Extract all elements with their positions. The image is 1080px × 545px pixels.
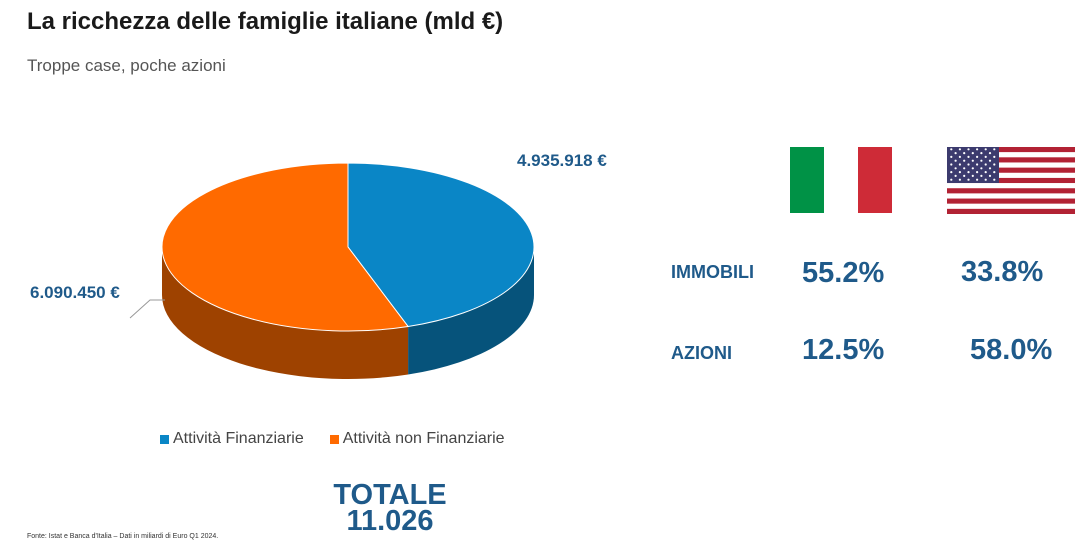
immobili-usa-value: 33.8% xyxy=(961,256,1044,288)
usa-flag-star xyxy=(958,171,961,174)
usa-flag-stripe xyxy=(947,177,1075,184)
usa-flag-star xyxy=(984,148,987,151)
usa-flag-star xyxy=(950,148,953,151)
legend-item-non-finanziarie: Attività non Finanziarie xyxy=(329,430,505,448)
legend-swatch-finanziarie xyxy=(160,434,169,444)
usa-flag-star xyxy=(950,171,953,174)
usa-flag-star xyxy=(976,171,979,174)
usa-flag-star xyxy=(954,167,957,170)
usa-flag-star xyxy=(980,174,983,177)
page-subtitle: Troppe case, poche azioni xyxy=(27,56,226,75)
usa-flag-stripe xyxy=(947,157,1075,163)
usa-flag-stripe xyxy=(947,172,1075,179)
usa-flag-star xyxy=(950,163,953,166)
total-box: TOTALE 11.026 xyxy=(290,479,490,537)
azioni-usa-value: 58.0% xyxy=(970,334,1053,366)
usa-flag-star xyxy=(993,178,996,181)
usa-flag-stripe xyxy=(947,183,1075,189)
page-title: La ricchezza delle famiglie italiane (ml… xyxy=(27,8,504,35)
pie-slice-attivita-finanziarie xyxy=(347,162,535,328)
usa-flag-star xyxy=(980,167,983,170)
usa-flag-star xyxy=(984,178,987,181)
usa-flag-star xyxy=(971,159,974,162)
usa-flag-star xyxy=(993,163,996,166)
usa-flag-stripe xyxy=(947,147,1075,153)
usa-flag-star xyxy=(976,155,979,158)
usa-flag-star xyxy=(967,148,970,151)
usa-flag-star xyxy=(980,152,983,155)
usa-flag-star xyxy=(950,178,953,181)
usa-flag-star xyxy=(988,167,992,170)
total-value: 11.026 xyxy=(346,505,434,537)
usa-flag-star xyxy=(988,174,992,177)
usa-flag-star xyxy=(984,171,987,174)
azioni-italy-value: 12.5% xyxy=(802,334,885,366)
italy-flag-icon xyxy=(790,147,892,213)
legend-swatch-non-finanziarie xyxy=(329,434,339,444)
leader-line-non-finanziarie xyxy=(129,299,165,319)
chart-legend: Attività Finanziarie Attività non Finanz… xyxy=(160,430,505,448)
usa-flag-stripe xyxy=(947,193,1075,199)
immobili-italy-value: 55.2% xyxy=(802,257,885,289)
usa-flag-star xyxy=(950,155,953,158)
usa-flag-star xyxy=(967,171,970,174)
usa-flag-stripe xyxy=(947,208,1075,214)
usa-flag-stripe xyxy=(947,188,1075,194)
usa-flag-star xyxy=(976,163,979,166)
usa-flag-star xyxy=(993,155,996,158)
usa-flag-star xyxy=(976,148,979,151)
usa-flag-star xyxy=(967,163,970,166)
usa-flag-star xyxy=(967,155,970,158)
total-label: TOTALE xyxy=(333,479,447,511)
usa-flag-star xyxy=(988,159,992,162)
usa-flag-star xyxy=(984,163,987,166)
usa-flag-stripe xyxy=(947,167,1075,173)
usa-flag-star xyxy=(976,178,979,181)
pie-slice-attivita-non-finanziarie xyxy=(161,162,409,332)
usa-flag-star xyxy=(993,171,996,174)
source-note: Fonte: Istat e Banca d'Italia – Dati in … xyxy=(27,533,219,540)
usa-flag-stripe xyxy=(947,162,1075,168)
usa-flag-star xyxy=(954,174,957,177)
usa-flag-star xyxy=(963,152,966,155)
usa-flag-star xyxy=(967,178,970,181)
usa-flag-icon xyxy=(947,147,1075,214)
usa-flag-star xyxy=(958,155,961,158)
pie-side-attivita-non-finanziarie-0 xyxy=(162,247,409,379)
usa-flag-star xyxy=(963,174,966,177)
usa-flag-star xyxy=(963,159,966,162)
row-label-azioni: AZIONI xyxy=(671,343,732,363)
usa-flag-star xyxy=(980,159,983,162)
data-label-attivita-finanziarie: 4.935.918 € xyxy=(517,151,607,170)
legend-label-non-finanziarie: Attività non Finanziarie xyxy=(342,430,505,447)
usa-flag-stripe xyxy=(947,198,1075,204)
legend-item-finanziarie: Attività Finanziarie xyxy=(160,430,304,448)
usa-flag-star xyxy=(984,155,987,158)
usa-flag-star xyxy=(954,159,957,162)
usa-flag-stripe xyxy=(947,203,1075,210)
pie-chart xyxy=(129,162,535,379)
usa-flag-stripe xyxy=(947,152,1075,158)
usa-flag-star xyxy=(971,174,974,177)
usa-flag-star xyxy=(993,148,996,151)
usa-flag-star xyxy=(958,178,961,181)
legend-label-finanziarie: Attività Finanziarie xyxy=(173,430,304,447)
usa-flag-star xyxy=(971,152,974,155)
row-label-immobili: IMMOBILI xyxy=(671,262,754,282)
data-label-attivita-non-finanziarie: 6.090.450 € xyxy=(30,283,120,302)
usa-flag-star xyxy=(963,167,966,170)
usa-flag-star xyxy=(958,163,961,166)
usa-flag-star xyxy=(971,167,974,170)
usa-flag-star xyxy=(958,148,961,151)
usa-flag-star xyxy=(954,152,957,155)
usa-flag-star xyxy=(988,152,992,155)
